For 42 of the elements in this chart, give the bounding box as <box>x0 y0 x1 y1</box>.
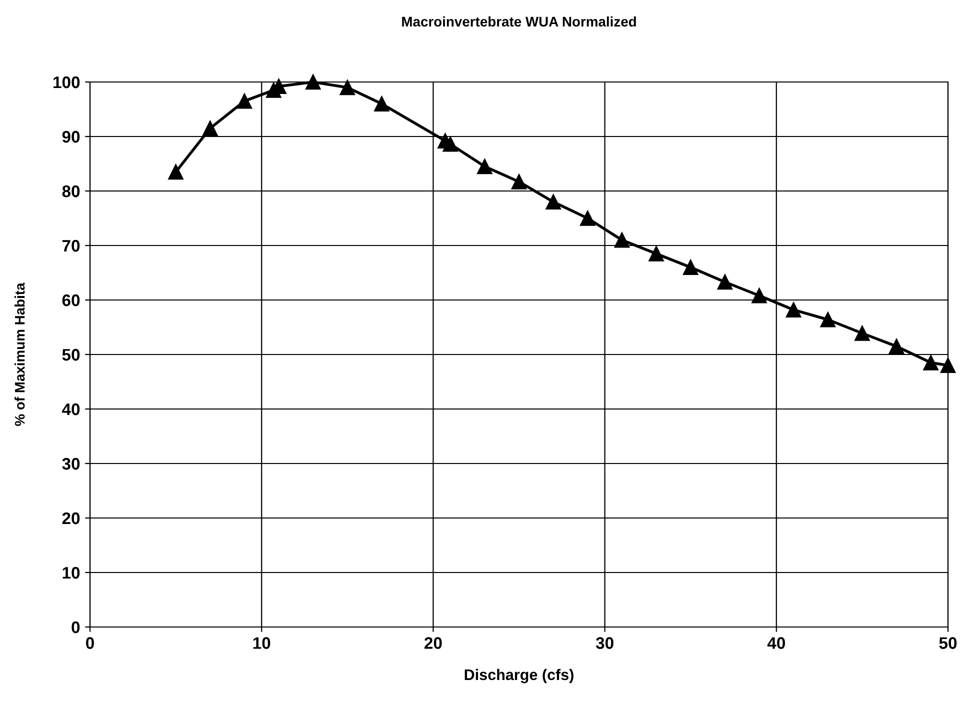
point <box>752 288 767 304</box>
point <box>580 210 596 226</box>
y-tick-label: 80 <box>62 185 80 198</box>
point <box>477 158 492 174</box>
y-axis-title: % of Maximum Habita <box>14 282 25 426</box>
point <box>717 274 733 290</box>
point <box>786 302 802 318</box>
point <box>546 194 561 210</box>
point <box>614 232 630 248</box>
point <box>511 174 527 190</box>
point <box>168 164 184 180</box>
point <box>888 338 904 354</box>
x-tick-label: 30 <box>596 637 614 649</box>
point <box>923 355 938 370</box>
point <box>340 80 356 96</box>
chart-title: Macroinvertebrate WUA Normalized <box>402 16 636 27</box>
point <box>236 93 252 109</box>
point <box>820 312 836 328</box>
point <box>940 358 956 374</box>
x-tick-label: 40 <box>767 637 785 649</box>
y-tick-label: 100 <box>54 76 80 88</box>
y-tick-label: 30 <box>62 458 80 470</box>
point <box>305 74 321 90</box>
y-tick-label: 60 <box>62 294 80 306</box>
y-tick-label: 50 <box>62 348 80 361</box>
point <box>374 96 390 112</box>
point <box>854 326 870 341</box>
y-tick-label: 70 <box>62 240 80 252</box>
y-tick-label: 0 <box>72 621 80 634</box>
x-tick-label: 10 <box>253 637 270 649</box>
x-axis-title: Discharge (cfs) <box>464 668 574 684</box>
y-tick-label: 40 <box>62 403 80 416</box>
x-tick-label: 50 <box>939 637 957 649</box>
y-tick-label: 10 <box>62 566 80 579</box>
point <box>442 136 458 152</box>
point <box>648 246 664 262</box>
point <box>682 260 698 275</box>
x-tick-label: 20 <box>424 637 442 649</box>
y-tick-label: 90 <box>62 130 80 143</box>
x-tick-label: 0 <box>86 637 94 649</box>
y-tick-label: 20 <box>62 512 80 524</box>
point <box>202 120 218 136</box>
